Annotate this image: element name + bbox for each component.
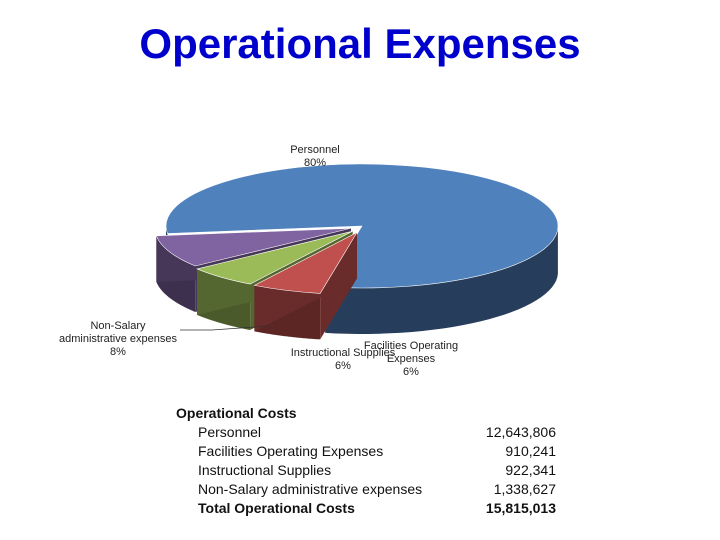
table-header: Operational Costs [176,404,556,423]
slice-label-nonsalary: Non-Salary administrative expenses 8% [58,320,177,358]
leader-line [180,325,271,331]
row-name-personnel: Personnel [198,424,262,440]
slice-label-facilities: Facilities Operating Expenses 6% [363,340,459,378]
pie-slice-top [155,227,351,267]
pie-chart [155,163,559,340]
row-name-total: Total Operational Costs [198,500,355,516]
row-name-instructional: Instructional Supplies [198,462,332,478]
table-row: Facilities Operating Expenses 910,241 [176,442,556,461]
row-value-total: 15,815,013 [485,500,556,516]
table-header-label: Operational Costs [176,405,297,421]
pie-slice-top [165,163,559,289]
row-name-nonsalary: Non-Salary administrative expenses [198,481,423,497]
pie-slice-top [253,231,358,294]
table-total-row: Total Operational Costs 15,815,013 [176,499,556,518]
costs-table: Operational Costs Personnel 12,643,806 F… [176,404,556,518]
pie-slice-edge [197,231,353,315]
row-value-facilities: 910,241 [505,443,556,459]
row-name-facilities: Facilities Operating Expenses [198,443,384,459]
pie-slice-facilities-operating-expenses [253,231,358,340]
pie-slice-wall [325,227,558,334]
table-row: Personnel 12,643,806 [176,423,556,442]
row-value-instructional: 922,341 [505,462,556,478]
table-row: Instructional Supplies 922,341 [176,461,556,480]
page-title: Operational Expenses [139,20,581,67]
row-value-personnel: 12,643,806 [485,424,556,440]
slice-label-personnel: Personnel 80% [290,144,340,169]
slice-label-instructional: Instructional Supplies 6% [290,347,396,372]
table-row: Non-Salary administrative expenses 1,338… [176,480,556,499]
row-value-nonsalary: 1,338,627 [493,481,556,497]
pie-slice-top [196,230,353,285]
